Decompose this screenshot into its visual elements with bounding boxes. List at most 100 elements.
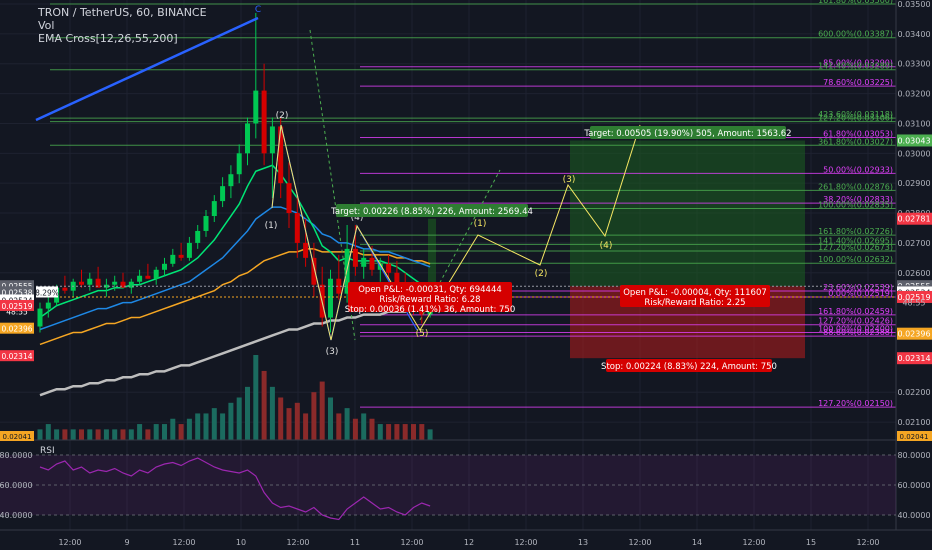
time-axis-label: 10	[236, 538, 246, 547]
price-axis-label: 0.03000	[897, 149, 930, 158]
left-price-tag	[0, 280, 34, 292]
left-price-tag	[0, 305, 34, 317]
fib-level-label: 141.40%(0.03280)	[818, 62, 893, 71]
chart-legend: TRON / TetherUS, 60, BINANCE Vol EMA Cro…	[38, 6, 207, 45]
time-axis-label: 12:00	[172, 538, 195, 547]
volume-bar	[79, 429, 84, 440]
volume-bar	[70, 429, 76, 440]
volume-bar	[120, 429, 126, 440]
position-label-2-text: Open P&L: -0.00004, Qty: 111607	[623, 288, 767, 298]
time-axis-label: 12	[464, 538, 474, 547]
fib-level-label: 85.00%(0.03290)	[823, 59, 893, 68]
volume-bar	[45, 424, 51, 440]
candle-body	[62, 287, 68, 291]
candle-body	[87, 278, 93, 285]
candle-body	[120, 281, 126, 288]
price-axis-label: 0.02200	[897, 388, 930, 397]
wave-label: (1)	[474, 219, 487, 229]
price-axis-label: 0.03043	[897, 136, 930, 145]
position-label-1-text: Stop: 0.00036 (1.41%) 36, Amount: 750	[345, 305, 516, 315]
volume-bar	[278, 397, 284, 440]
fib-level-label: 127.20%(0.02426)	[818, 317, 893, 326]
candle-body	[328, 278, 333, 318]
price-axis-tag	[897, 327, 932, 340]
left-price-label: 0.02396	[1, 325, 32, 334]
volume-bar	[386, 424, 392, 440]
fib-level-label: 50.00%(0.02933)	[823, 165, 893, 174]
price-axis-tag	[897, 212, 932, 225]
fib-level-label: 38.20%(0.02833)	[823, 195, 893, 204]
bottom-right-label: 0.02041	[900, 433, 929, 441]
time-axis-label: 15	[806, 538, 816, 547]
target-zone-1	[428, 218, 436, 287]
rsi-axis-label-left: 60.0000	[0, 481, 33, 490]
price-axis-label: 0.02781	[897, 215, 930, 224]
fib-level-label: 100.00%(0.02835)	[818, 201, 893, 210]
candle-body	[336, 278, 342, 294]
candle-body	[178, 254, 184, 258]
time-axis-label: 12:00	[514, 538, 537, 547]
fib-level-label: 88.60%(0.02388)	[823, 328, 893, 337]
wave-c-line	[35, 16, 259, 122]
candle-body	[269, 126, 275, 154]
volume-bar	[377, 424, 383, 440]
volume-bar	[95, 429, 101, 440]
left-price-tag	[0, 322, 34, 334]
candle-body	[278, 126, 284, 184]
candle-body	[95, 278, 101, 288]
rsi-axis-label: 40.0000	[897, 511, 930, 520]
price-axis-label: 0.03500	[897, 0, 930, 9]
volume-bar	[311, 392, 317, 440]
price-axis-label: 0.02600	[897, 269, 930, 278]
volume-bar	[236, 397, 242, 440]
candle-body	[311, 257, 317, 285]
pct-label: 8.29%	[35, 288, 59, 297]
candle-body	[261, 90, 267, 154]
rsi-axis-label: 60.0000	[897, 481, 930, 490]
price-axis-label: 0.03200	[897, 90, 930, 99]
left-price-tag	[0, 286, 34, 298]
target-label-1-text: Target: 0.00226 (8.85%) 226, Amount: 256…	[330, 207, 533, 217]
target-label-1-box	[336, 204, 528, 217]
volume-bar	[303, 413, 309, 440]
fib-level-label: 0.00%(0.02519)	[828, 289, 893, 298]
price-axis-label: 0.02100	[897, 418, 930, 427]
candle-body	[211, 201, 217, 217]
bottom-left-label: 0.02041	[3, 433, 32, 441]
candle-body	[303, 242, 309, 258]
candle-body	[394, 272, 400, 285]
price-axis-tag	[897, 134, 932, 147]
price-axis-label: 0.03300	[897, 60, 930, 69]
wave-label: (5)	[416, 329, 429, 339]
volume-bar	[195, 413, 201, 440]
volume-bar	[54, 429, 60, 440]
stop-label-2-box	[606, 359, 772, 372]
fib-level-label: 361.80%(0.03027)	[818, 137, 893, 146]
volume-bar	[352, 418, 358, 440]
volume-bar	[294, 402, 300, 440]
wave-label: (3)	[326, 347, 339, 357]
fib-level-label: 161.80%(0.03500)	[818, 0, 893, 5]
left-price-tag	[0, 350, 34, 362]
volume-bar	[145, 429, 151, 440]
time-axis-label: 12:00	[400, 538, 423, 547]
candle-body	[137, 275, 143, 282]
wave-label: (4)	[351, 213, 364, 223]
price-axis-label: 0.02700	[897, 239, 930, 248]
left-price-label: 0.02519	[1, 302, 32, 311]
stop-label-2-text: Stop: 0.00224 (8.83%) 224, Amount: 750	[601, 362, 777, 372]
time-axis-label: 14	[692, 538, 702, 547]
fib-level-label: 423.60%(0.03118)	[818, 110, 893, 119]
rsi-title: RSI	[40, 446, 55, 456]
bottom-right-tag	[897, 431, 932, 441]
candle-body	[386, 263, 392, 273]
left-price-label: 48:55	[6, 307, 28, 316]
volume-bar	[261, 370, 267, 440]
candle-body	[253, 90, 259, 124]
volume-bar	[87, 429, 93, 440]
volume-bar	[228, 402, 234, 440]
price-axis-label: 0.02396	[897, 330, 930, 339]
left-price-label: 0.02314	[1, 352, 32, 361]
